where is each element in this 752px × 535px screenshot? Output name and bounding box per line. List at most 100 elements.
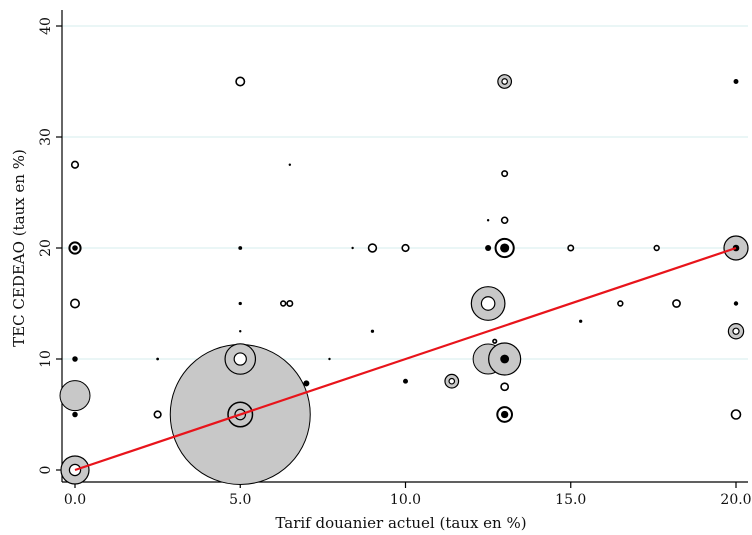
grid-lines <box>62 25 748 360</box>
marker-dot <box>239 330 242 333</box>
marker-ring <box>401 243 410 253</box>
scatter-point <box>500 216 509 225</box>
scatter-point <box>486 219 490 222</box>
marker-dot <box>72 356 78 362</box>
marker-dot <box>500 243 510 253</box>
marker-ring <box>672 299 681 308</box>
y-axis-title: TEC CEDEAO (taux en %) <box>10 149 28 347</box>
y-tick-label: 20 <box>38 239 54 257</box>
y-tick-label: 40 <box>38 17 54 35</box>
scatter-point <box>70 160 80 169</box>
marker-dot <box>72 245 78 251</box>
x-tick-label: 10.0 <box>390 492 421 508</box>
marker-dot <box>500 354 510 364</box>
y-tick-label: 0 <box>38 466 54 475</box>
scatter-point <box>153 410 162 419</box>
scatter-point <box>617 300 624 307</box>
scatter-point <box>72 356 78 362</box>
marker-dot <box>238 246 243 250</box>
marker-ring <box>732 327 740 335</box>
scatter-point <box>351 246 354 250</box>
scatter-point <box>733 301 739 306</box>
scatter-point <box>470 286 506 321</box>
marker-ring <box>280 300 287 307</box>
marker-dot <box>500 410 509 419</box>
marker-ring <box>567 244 575 252</box>
marker-ring <box>448 377 456 385</box>
scatter-point <box>733 79 739 84</box>
marker-ring <box>70 298 81 309</box>
marker-dot <box>733 301 739 306</box>
scatter-point <box>156 357 159 361</box>
marker-ring <box>492 338 498 344</box>
marker-dot <box>303 380 310 387</box>
data-markers <box>59 74 749 485</box>
x-tick-label: 20.0 <box>720 492 751 508</box>
scatter-point <box>303 380 310 387</box>
scatter-point <box>239 330 242 333</box>
scatter-point <box>444 373 460 389</box>
scatter-point <box>280 300 287 307</box>
x-axis-ticks: 0.0 5.0 10.0 15.0 20.0 <box>64 482 752 508</box>
marker-ring <box>501 78 508 85</box>
marker-dot <box>486 219 490 222</box>
x-tick-label: 0.0 <box>64 492 86 508</box>
scatter-point <box>286 299 294 307</box>
y-tick-label: 10 <box>38 350 54 368</box>
scatter-point <box>401 243 410 253</box>
marker-dot <box>579 319 583 323</box>
scatter-point <box>238 301 242 306</box>
scatter-point <box>238 246 243 250</box>
scatter-point <box>485 244 492 252</box>
marker-ring <box>501 170 509 178</box>
marker-ring <box>233 352 247 366</box>
marker-bubble <box>59 380 91 412</box>
marker-ring <box>500 216 509 225</box>
scatter-point <box>70 298 81 309</box>
y-tick-label: 30 <box>38 128 54 146</box>
scatter-point <box>68 241 82 255</box>
marker-ring <box>617 300 624 307</box>
scatter-point <box>235 76 246 87</box>
marker-dot <box>403 378 408 384</box>
scatter-point <box>730 409 742 420</box>
scatter-point <box>492 338 498 344</box>
scatter-point <box>727 323 745 340</box>
marker-dot <box>485 244 492 252</box>
fit-line <box>74 246 737 472</box>
scatter-point <box>500 382 510 392</box>
scatter-point <box>497 74 513 89</box>
marker-dot <box>288 163 292 166</box>
scatter-point <box>494 237 515 259</box>
marker-ring <box>480 296 496 311</box>
scatter-point <box>72 411 78 418</box>
marker-ring <box>286 299 294 307</box>
scatter-point <box>579 319 583 323</box>
scatter-point <box>501 170 509 178</box>
marker-ring <box>730 409 742 420</box>
scatter-point <box>403 378 408 384</box>
scatter-point <box>328 357 331 361</box>
marker-ring <box>70 160 80 169</box>
marker-ring <box>500 382 510 392</box>
scatter-point <box>488 342 522 376</box>
scatter-point <box>496 406 513 423</box>
marker-dot <box>72 411 78 418</box>
scatter-point <box>370 329 375 333</box>
scatter-point <box>653 244 660 252</box>
marker-dot <box>328 357 331 361</box>
marker-dot <box>156 357 159 361</box>
scatter-point <box>367 243 378 253</box>
scatter-point <box>672 299 681 308</box>
y-axis-ticks: 0 10 20 30 40 <box>38 17 62 474</box>
scatter-point <box>224 343 257 375</box>
x-tick-label: 15.0 <box>555 492 586 508</box>
marker-ring <box>153 410 162 419</box>
marker-dot <box>238 301 242 306</box>
x-tick-label: 5.0 <box>229 492 251 508</box>
x-axis-title: Tarif douanier actuel (taux en %) <box>275 514 526 532</box>
marker-ring <box>367 243 378 253</box>
scatter-point <box>288 163 292 166</box>
marker-dot <box>370 329 375 333</box>
